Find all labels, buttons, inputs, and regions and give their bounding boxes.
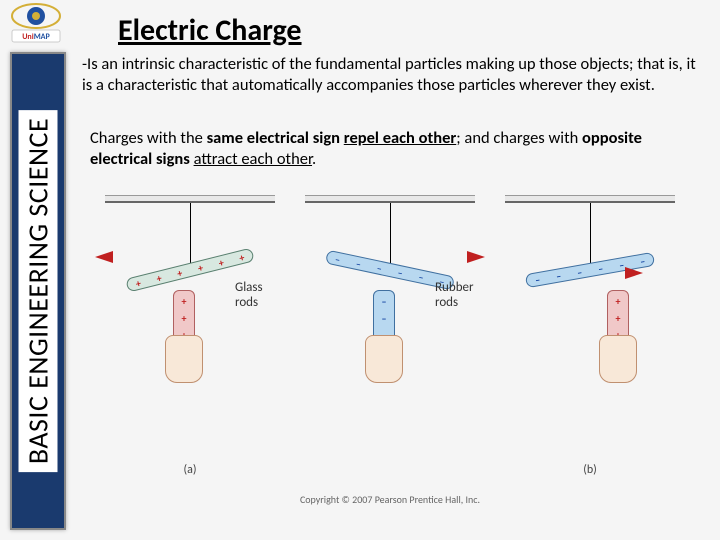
plus-icon: + [176, 266, 184, 280]
unimap-logo: UniMAP [6, 2, 66, 44]
copyright-text: Copyright © 2007 Pearson Prentice Hall, … [95, 493, 685, 506]
thread [590, 203, 591, 263]
hand-icon [165, 335, 203, 383]
plus-icon: + [134, 276, 142, 290]
thread [390, 203, 391, 263]
minus-icon: – [382, 312, 387, 325]
text: . [312, 149, 316, 169]
minus-icon: – [334, 252, 342, 266]
plus-icon: + [155, 271, 163, 285]
plus-icon: + [182, 312, 187, 325]
minus-icon: – [376, 261, 384, 275]
minus-icon: – [555, 269, 562, 283]
minus-icon: – [355, 256, 363, 270]
diagram-area: + + + + + + + + + Glass rods (a) – – – –… [95, 195, 685, 510]
minus-icon: – [576, 265, 583, 279]
minus-icon: – [639, 254, 646, 268]
attract-arrow-icon [625, 267, 643, 279]
minus-icon: – [382, 295, 387, 308]
text: ; and charges with [456, 128, 582, 148]
plus-icon: + [616, 295, 621, 308]
sidebar: BASIC ENGINEERING SCIENCE [10, 52, 66, 530]
hand-icon [599, 335, 637, 383]
paragraph-definition: -Is an intrinsic characteristic of the f… [82, 54, 702, 95]
sidebar-label: BASIC ENGINEERING SCIENCE [19, 110, 58, 472]
hanger-bar [105, 195, 275, 203]
repel-arrow-icon [95, 251, 113, 263]
caption-a: (a) [95, 463, 285, 477]
repel-arrow-icon [467, 251, 485, 263]
text-attract: attract each other [194, 149, 312, 169]
plus-icon: + [238, 250, 246, 264]
paragraph-rule: Charges with the same electrical sign re… [90, 128, 700, 169]
thread [190, 203, 191, 263]
text: Charges with the [90, 128, 207, 148]
panel-attract: – – – – – – + + + (b) [495, 195, 685, 510]
text-repel: repel each other [344, 128, 457, 148]
minus-icon: – [417, 270, 425, 284]
caption-b: (b) [495, 463, 685, 477]
minus-icon: – [597, 261, 604, 275]
label-glass: Glass rods [235, 280, 285, 310]
minus-icon: – [397, 265, 405, 279]
plus-icon: + [182, 295, 187, 308]
minus-icon: – [534, 272, 541, 286]
panel-glass-repel: + + + + + + + + + Glass rods (a) [95, 195, 285, 510]
hanger-bar [505, 195, 675, 203]
minus-icon: – [618, 258, 625, 272]
hanger-bar [305, 195, 475, 203]
svg-text:UniMAP: UniMAP [22, 32, 50, 42]
panel-rubber-repel: – – – – – – – – – Rubber rods [295, 195, 485, 510]
page-title: Electric Charge [118, 12, 302, 49]
text-bold: same electrical sign [207, 128, 344, 148]
label-rubber: Rubber rods [435, 280, 485, 310]
hand-icon [365, 335, 403, 383]
plus-icon: + [217, 255, 225, 269]
plus-icon: + [616, 312, 621, 325]
plus-icon: + [196, 261, 204, 275]
